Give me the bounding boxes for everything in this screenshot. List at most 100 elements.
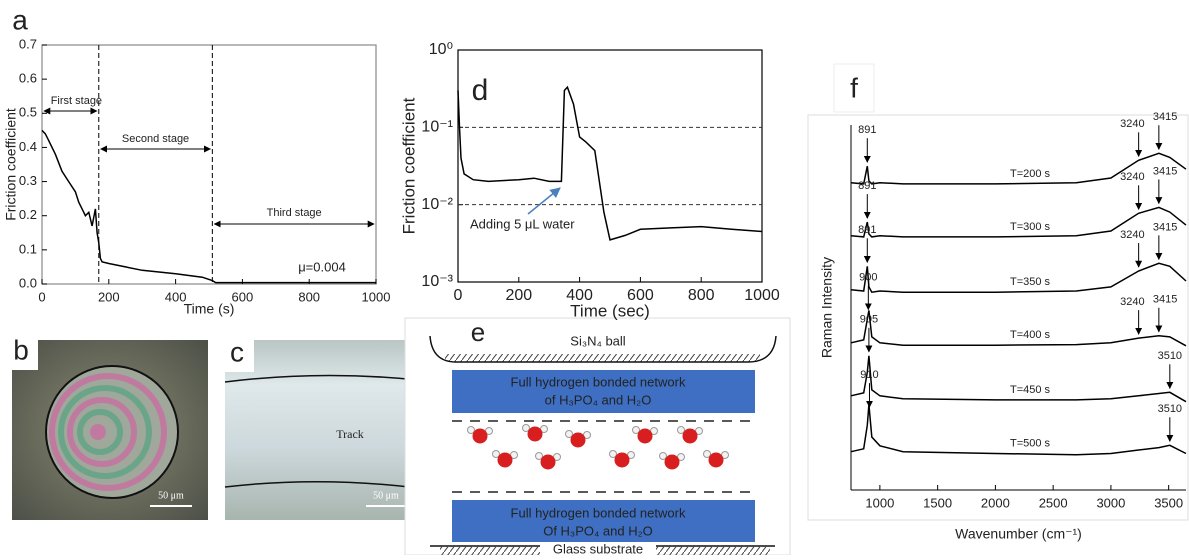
o-atom [570, 432, 586, 448]
x-tick-label: 2000 [981, 495, 1010, 510]
peak-label: 3240 [1120, 229, 1144, 241]
stage-label: Second stage [122, 133, 189, 145]
x-tick-label: 600 [627, 287, 654, 304]
h-atom [492, 450, 500, 458]
substrate-label: Glass substrate [553, 541, 643, 555]
panel-label: b [13, 334, 29, 365]
scale-bar-label: 50 μm [373, 490, 399, 501]
peak-label: 3415 [1153, 221, 1177, 233]
data-line [850, 404, 1187, 456]
series-label: T=350 s [1010, 276, 1051, 288]
y-tick-label: 0.1 [19, 241, 37, 256]
series-label: T=450 s [1010, 384, 1051, 396]
annotation-arrow [527, 187, 561, 215]
h-atom [677, 426, 685, 434]
data-line [41, 129, 376, 284]
y-tick-label: 0.3 [19, 173, 37, 188]
peak-label: 891 [858, 224, 876, 236]
peak-label: 891 [858, 180, 876, 192]
h-atom [632, 426, 640, 434]
peak-label: 3510 [1158, 403, 1182, 415]
peak-label: 905 [860, 314, 878, 326]
x-axis-label: Wavenumber (cm⁻¹) [955, 526, 1082, 542]
series-label: T=400 s [1010, 329, 1051, 341]
label-box [220, 332, 254, 372]
peak-label: 3415 [1153, 111, 1177, 123]
data-line [457, 85, 763, 241]
data-line [850, 262, 1187, 294]
peak-label: 900 [859, 272, 877, 284]
h-atom [703, 450, 711, 458]
data-line [850, 355, 1187, 403]
micrograph-c: Track 50 μm [224, 340, 419, 520]
micrograph-b: 50 μm [12, 340, 208, 520]
peak-label: 3415 [1153, 165, 1177, 177]
h-atom [467, 426, 475, 434]
y-tick-label: 0.7 [19, 36, 37, 51]
y-tick-label: 0.5 [19, 105, 37, 120]
layer-text: Of H₃PO₄ and H₂O [543, 523, 653, 538]
series-label: T=500 s [1010, 437, 1051, 449]
x-tick-label: 200 [98, 289, 120, 304]
y-tick-label: 10⁻¹ [421, 119, 453, 136]
x-tick-label: 3000 [1096, 495, 1125, 510]
layer-text: Full hydrogen bonded network [511, 505, 686, 520]
ball-label: Si₃N₄ ball [570, 333, 626, 348]
data-line [850, 152, 1187, 185]
h-atom [522, 424, 530, 432]
x-tick-label: 1000 [865, 495, 894, 510]
y-tick-label: 10⁻² [421, 196, 453, 213]
x-tick-label: 0 [454, 287, 463, 304]
x-axis-label: Time (sec) [570, 301, 650, 320]
panel-label: c [230, 336, 244, 367]
x-tick-label: 2500 [1039, 495, 1068, 510]
layer-text: of H₃PO₄ and H₂O [545, 392, 652, 407]
y-tick-label: 0.0 [19, 275, 37, 290]
x-tick-label: 1500 [923, 495, 952, 510]
x-axis-label: Time (s) [184, 301, 235, 317]
peak-label: 3510 [1158, 350, 1182, 362]
annotation: Adding 5 μL water [470, 216, 575, 231]
x-tick-label: 800 [688, 287, 715, 304]
o-atom [637, 428, 653, 444]
peak-label: 3240 [1120, 171, 1144, 183]
x-tick-label: 400 [566, 287, 593, 304]
data-line [850, 310, 1187, 347]
scale-bar-label: 50 μm [158, 490, 184, 501]
y-axis-label: Friction coefficient [399, 97, 418, 234]
panel-frame [807, 114, 1189, 521]
panel-label: e [471, 317, 485, 347]
peak-label: 3240 [1120, 296, 1144, 308]
peak-label: 910 [860, 369, 878, 381]
y-tick-label: 10⁻³ [421, 273, 453, 290]
y-tick-label: 0.4 [19, 139, 37, 154]
label-box [4, 330, 38, 370]
label-box [833, 63, 875, 113]
o-atom [664, 454, 680, 470]
panel-label: d [472, 74, 489, 107]
h-atom [659, 452, 667, 460]
h-atom [565, 430, 573, 438]
mu-label: μ=0.004 [298, 259, 346, 274]
y-tick-label: 0.2 [19, 207, 37, 222]
o-atom [527, 426, 543, 442]
track-label: Track [336, 427, 364, 441]
o-atom [497, 452, 513, 468]
data-line [850, 206, 1187, 238]
stage-label: Third stage [267, 207, 322, 219]
panel-label: a [12, 4, 28, 35]
h-atom [535, 452, 543, 460]
peak-label: 891 [858, 124, 876, 136]
o-atom [540, 454, 556, 470]
diagram-e: Si₃N₄ ball Full hydrogen bonded network … [404, 317, 791, 556]
series-label: T=200 s [1010, 168, 1051, 180]
y-axis-label: Raman Intensity [819, 257, 835, 358]
x-tick-label: 1000 [744, 287, 780, 304]
x-tick-label: 400 [165, 289, 187, 304]
plot-frame [457, 49, 763, 283]
o-atom [614, 452, 630, 468]
y-tick-label: 0.6 [19, 71, 37, 86]
x-tick-label: 800 [298, 289, 320, 304]
plot-frame [41, 44, 377, 285]
x-tick-label: 1000 [362, 289, 391, 304]
